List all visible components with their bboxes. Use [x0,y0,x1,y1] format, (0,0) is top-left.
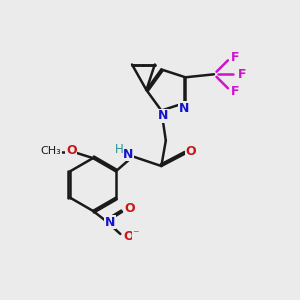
Text: H: H [115,143,124,156]
Text: O: O [124,202,135,215]
Text: F: F [230,85,239,98]
Text: CH₃: CH₃ [40,146,61,157]
Text: O: O [123,230,134,244]
Text: F: F [230,51,239,64]
Text: N: N [179,102,189,115]
Text: N: N [158,110,168,122]
Text: ⁻: ⁻ [132,228,139,242]
Text: F: F [238,68,246,81]
Text: N: N [123,148,134,160]
Text: O: O [66,143,77,157]
Text: O: O [185,146,196,158]
Text: N: N [105,215,115,229]
